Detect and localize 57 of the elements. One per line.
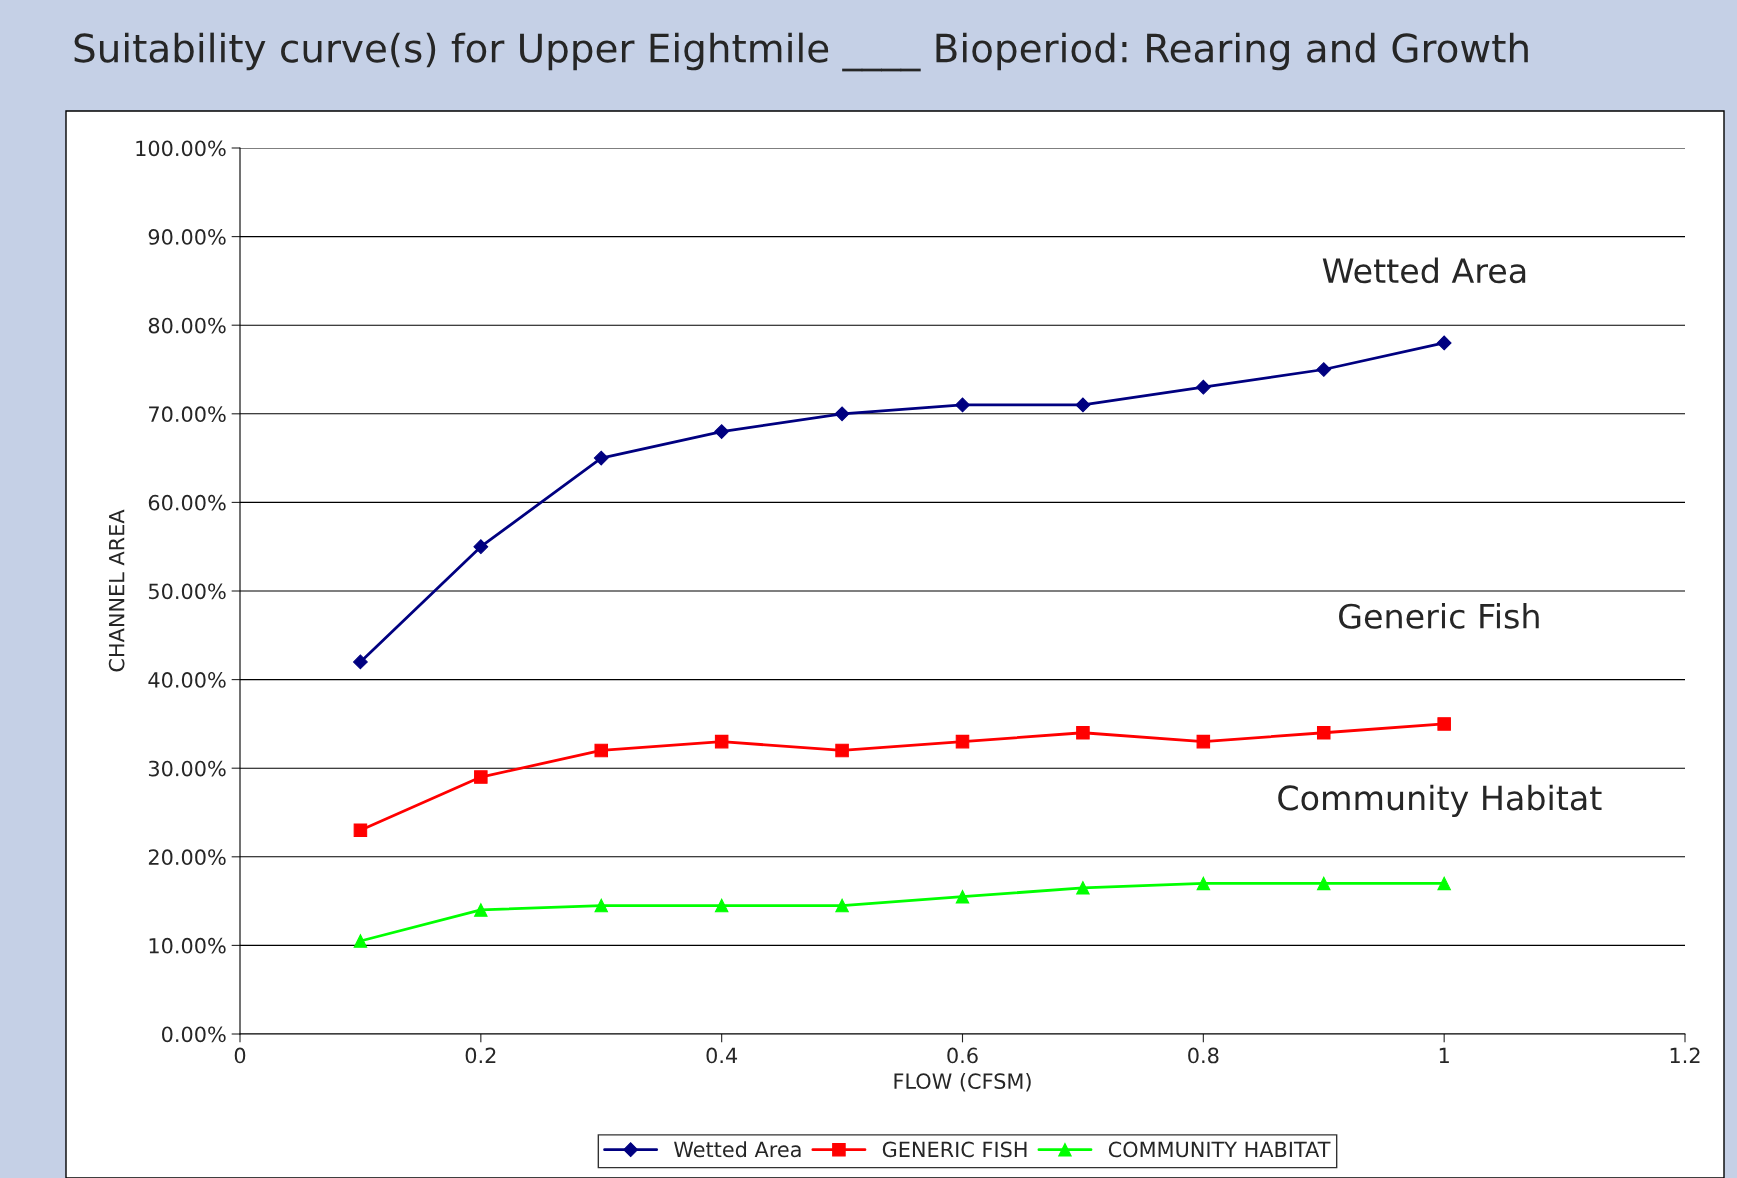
y-tick-label: 50.00% [148,583,226,600]
x-tick-label: 0.2 [465,1047,496,1064]
point [594,743,609,758]
y-tick-label: 60.00% [148,494,226,511]
legend-label: COMMUNITY HABITAT [1108,1141,1331,1158]
y-tick-label: 0.00% [162,1026,226,1043]
point [955,889,970,904]
point [474,770,488,784]
legend-label: GENERIC FISH [882,1141,1027,1158]
x-tick-label: 0.8 [1188,1047,1219,1064]
y-tick-label: 70.00% [149,406,226,423]
annotation: Generic Fish [1339,603,1539,629]
y-tick-label: 30.00% [148,760,226,777]
point [1316,362,1332,377]
point [834,406,850,422]
y-tick-label: 100.00% [136,140,226,157]
point [1076,725,1090,740]
point [714,424,730,439]
point [714,898,729,913]
point [1195,379,1211,395]
y-tick-label: 80.00% [148,317,226,334]
x-tick-label: 0.4 [706,1047,738,1064]
y-axis-title: CHANNEL AREA [108,509,125,672]
x-tick-label: 1 [1439,1047,1449,1064]
legend-label: Wetted Area [674,1141,801,1158]
x-tick-label: 1.2 [1670,1047,1700,1064]
point [835,743,849,758]
annotation: Wetted Area [1322,257,1526,284]
point [593,450,609,466]
point [1196,876,1211,891]
chart-title: Suitability curve(s) for Upper Eightmile ____ Bioperiod: Rearing and Growth [74,32,1528,72]
x-tick-label: 0.6 [947,1047,978,1064]
x-tick-label: 0 [234,1047,246,1064]
point [353,654,368,670]
y-tick-label: 20.00% [148,849,226,866]
point [1075,397,1091,413]
point [835,898,849,913]
point [955,397,970,413]
point [955,734,970,749]
annotation: Community Habitat [1278,784,1602,817]
point [1436,335,1452,351]
point [1076,881,1090,895]
y-tick-label: 40.00% [148,672,226,688]
y-tick-label: 10.00% [149,937,226,954]
point [1316,876,1331,891]
point [474,903,488,917]
point [594,898,609,913]
point [353,823,368,837]
x-axis-title: FLOW (CFSM) [894,1072,1031,1092]
point [353,934,368,948]
point [473,539,489,555]
point [1437,717,1451,731]
point [1316,725,1331,740]
point [1437,876,1451,891]
y-tick-label: 90.00% [148,229,226,245]
point [714,734,729,749]
point [1196,734,1211,749]
